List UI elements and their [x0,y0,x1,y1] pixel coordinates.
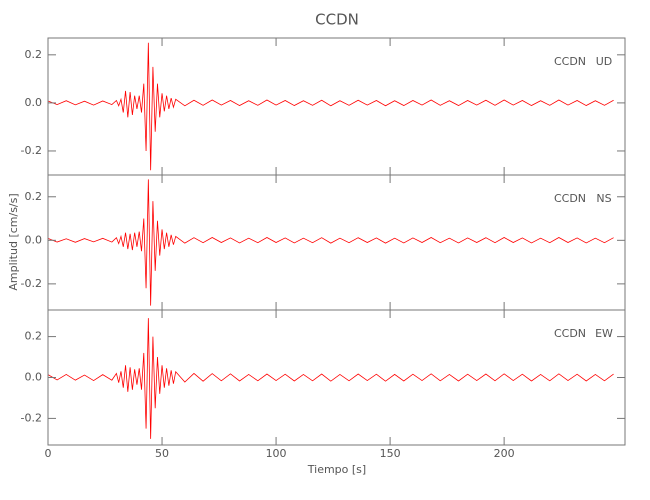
y-tick-label: 0.2 [25,48,43,61]
panel-frame [47,37,626,176]
y-tick-label: 0.2 [25,190,43,203]
x-tick-label: 0 [45,447,52,460]
station-label: CCDN [554,192,586,205]
x-tick-label: 100 [266,447,287,460]
x-tick-label: 200 [494,447,515,460]
y-tick-label: -0.2 [21,144,42,157]
y-tick-label: 0.2 [25,330,43,343]
station-label: CCDN [554,55,586,68]
x-tick-label: 50 [155,447,169,460]
y-tick-label: -0.2 [21,411,42,424]
waveform [47,42,614,171]
y-tick-label: 0.0 [25,233,43,246]
component-label: NS [596,192,611,205]
component-label: EW [595,327,613,340]
chart-title: CCDN [315,11,359,29]
x-axis-label: Tiempo [s] [307,463,366,476]
x-tick-label: 150 [380,447,401,460]
y-tick-label: 0.0 [25,96,43,109]
y-axis-label: Amplitud [cm/s/s] [7,193,20,290]
component-label: UD [596,55,613,68]
panel-frame [47,174,626,311]
waveform [47,318,614,439]
y-tick-label: -0.2 [21,277,42,290]
waveform [47,179,614,306]
y-tick-label: 0.0 [25,371,43,384]
panel-frame [47,309,626,446]
station-label: CCDN [554,327,586,340]
